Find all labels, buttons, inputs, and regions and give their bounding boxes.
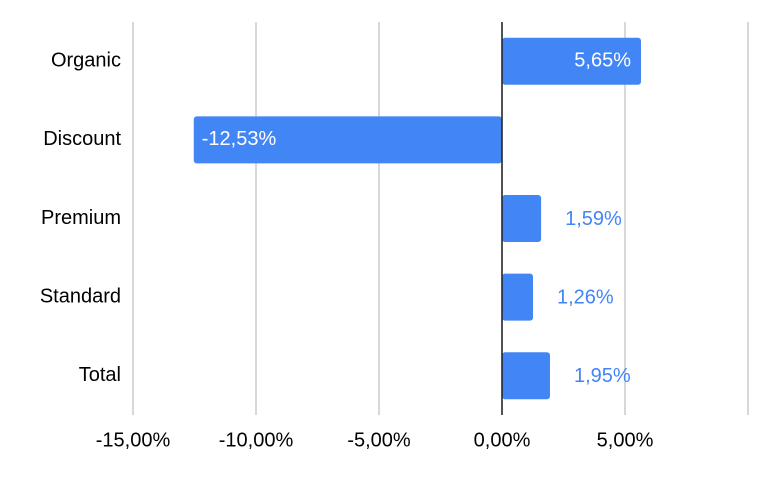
value-label: 1,95%: [574, 365, 631, 387]
value-label: -12,53%: [202, 128, 277, 150]
y-tick-label: Standard: [40, 285, 121, 307]
bar: [502, 37, 641, 85]
x-tick-label: 0,00%: [474, 429, 531, 451]
bar: [502, 195, 542, 242]
x-tick-label: -10,00%: [219, 429, 294, 451]
value-label: 1,26%: [557, 286, 614, 308]
y-tick-label: Premium: [41, 207, 121, 229]
bar: [193, 116, 502, 164]
y-tick-label: Discount: [43, 128, 121, 150]
y-tick-label: Total: [79, 364, 121, 386]
value-label: 1,59%: [565, 208, 622, 230]
x-tick-label: 5,00%: [597, 429, 654, 451]
bar: [502, 352, 550, 400]
value-label: 5,65%: [574, 50, 631, 72]
bar: [502, 273, 533, 321]
x-tick-label: -5,00%: [347, 429, 411, 451]
y-tick-label: Organic: [51, 50, 121, 72]
x-tick-label: -15,00%: [96, 429, 171, 451]
